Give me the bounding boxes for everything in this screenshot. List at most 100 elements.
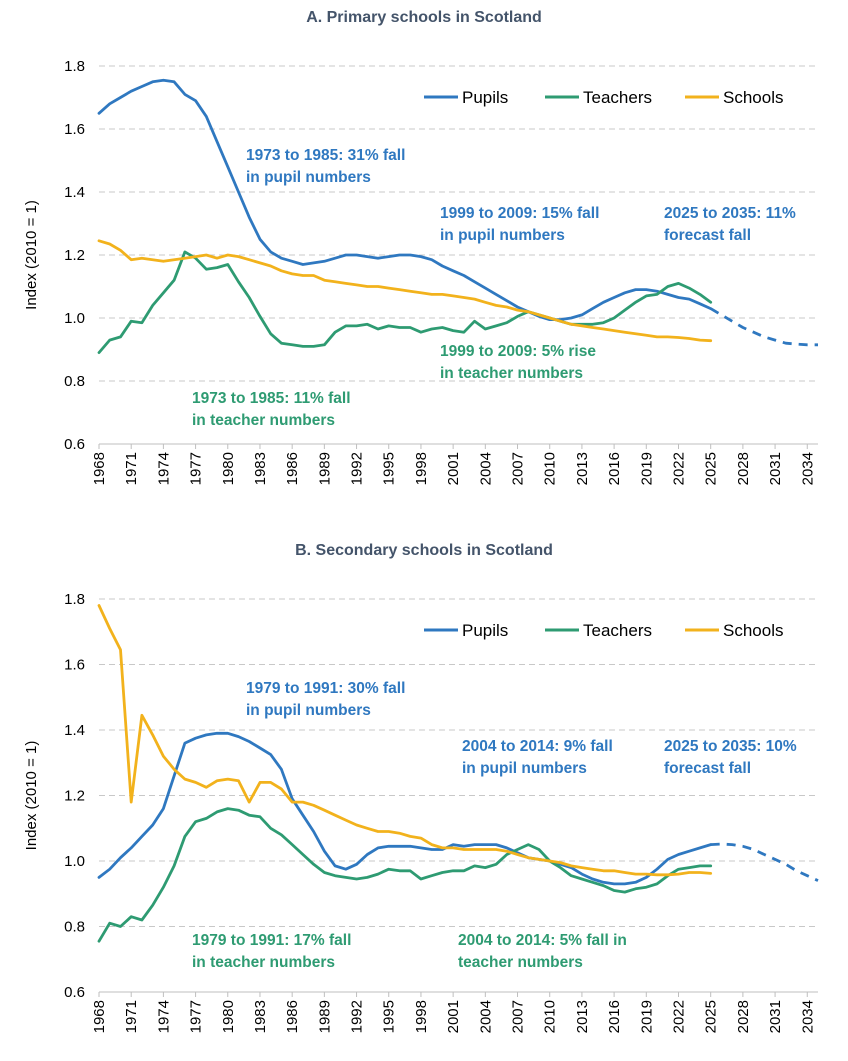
x-tick-label: 2028 xyxy=(735,1000,752,1033)
series-line-teachers xyxy=(97,250,713,355)
x-tick-label: 2022 xyxy=(670,452,687,485)
legend-label: Teachers xyxy=(583,88,652,107)
x-tick-label: 2034 xyxy=(799,1000,816,1033)
x-tick-label: 2031 xyxy=(767,452,784,485)
x-tick-label: 2016 xyxy=(606,1000,623,1033)
x-tick-label: 1986 xyxy=(284,1000,301,1033)
annotation-line: in teacher numbers xyxy=(192,412,335,429)
legend-label: Pupils xyxy=(462,621,508,640)
x-tick-label: 1974 xyxy=(155,452,172,485)
annotation: 1999 to 2009: 5% rise in teacher numbers xyxy=(440,343,596,382)
y-tick-label: 1.8 xyxy=(64,58,85,75)
annotation-line: in pupil numbers xyxy=(440,227,565,244)
annotation: 1979 to 1991: 30% fall in pupil numbers xyxy=(246,680,405,719)
x-tick-label: 1995 xyxy=(381,452,398,485)
x-tick-label: 2001 xyxy=(445,452,462,485)
legend-label: Pupils xyxy=(462,88,508,107)
x-tick-label: 2007 xyxy=(510,452,527,485)
series-line-teachers xyxy=(97,807,713,943)
series-line-pupils xyxy=(97,731,713,886)
annotation: 2025 to 2035: 11% forecast fall xyxy=(664,205,796,244)
series-line-schools xyxy=(97,239,713,343)
annotation: 1973 to 1985: 11% fall in teacher numbers xyxy=(192,390,351,429)
x-tick-label: 2001 xyxy=(445,1000,462,1033)
y-tick-label: 0.8 xyxy=(64,919,85,936)
annotation-line: 1973 to 1985: 11% fall xyxy=(192,390,351,407)
x-tick-label: 2019 xyxy=(638,1000,655,1033)
x-tick-label: 2004 xyxy=(477,452,494,485)
x-tick-label: 1992 xyxy=(349,1000,366,1033)
x-tick-label: 2031 xyxy=(767,1000,784,1033)
annotation-line: 2025 to 2035: 11% xyxy=(664,205,796,222)
annotation-line: 2004 to 2014: 5% fall in xyxy=(458,932,627,949)
x-tick-label: 1989 xyxy=(316,452,333,485)
x-tick-label: 1977 xyxy=(188,452,205,485)
y-tick-label: 0.8 xyxy=(64,373,85,390)
annotation-line: in pupil numbers xyxy=(246,169,371,186)
annotation: 1999 to 2009: 15% fall in pupil numbers xyxy=(440,205,599,244)
chart-title: B. Secondary schools in Scotland xyxy=(295,542,553,559)
x-tick-label: 2016 xyxy=(606,452,623,485)
x-tick-label: 1980 xyxy=(220,452,237,485)
x-tick-label: 1983 xyxy=(252,1000,269,1033)
series-line-pupils-forecast xyxy=(710,842,819,882)
annotation-line: in teacher numbers xyxy=(192,954,335,971)
x-tick-label: 1968 xyxy=(91,1000,108,1033)
x-tick-label: 1989 xyxy=(316,1000,333,1033)
y-tick-label: 1.6 xyxy=(64,121,85,138)
y-tick-label: 1.6 xyxy=(64,657,85,674)
y-tick-label: 1.4 xyxy=(64,722,85,739)
annotation-line: 1999 to 2009: 15% fall xyxy=(440,205,599,222)
x-tick-label: 2025 xyxy=(703,452,720,485)
annotation: 2025 to 2035: 10% forecast fall xyxy=(664,738,797,777)
chart-panel-secondary: B. Secondary schools in Scotland 0.6 0.8 1.… xyxy=(23,542,819,1033)
y-tick-label: 0.6 xyxy=(64,984,85,1001)
legend-label: Schools xyxy=(723,88,783,107)
x-tick-label: 2022 xyxy=(670,1000,687,1033)
annotation-line: in pupil numbers xyxy=(246,702,371,719)
x-tick-label: 1971 xyxy=(123,1000,140,1033)
x-tick-label: 1968 xyxy=(91,452,108,485)
x-tick-label: 1983 xyxy=(252,452,269,485)
x-tick-label: 1971 xyxy=(123,452,140,485)
x-tick-label: 2013 xyxy=(574,1000,591,1033)
x-tick-label: 2028 xyxy=(735,452,752,485)
legend-label: Teachers xyxy=(583,621,652,640)
y-axis-label: Index (2010 = 1) xyxy=(23,741,40,851)
x-tick-label: 1974 xyxy=(155,1000,172,1033)
annotation-line: 2025 to 2035: 10% xyxy=(664,738,797,755)
annotation-line: 1979 to 1991: 17% fall xyxy=(192,932,351,949)
annotation: 2004 to 2014: 9% fall in pupil numbers xyxy=(462,738,613,777)
annotation-line: forecast fall xyxy=(664,760,751,777)
y-tick-label: 1.2 xyxy=(64,788,85,805)
x-tick-label: 2013 xyxy=(574,452,591,485)
annotation-line: 1973 to 1985: 31% fall xyxy=(246,147,405,164)
x-tick-label: 2019 xyxy=(638,452,655,485)
annotation-line: 1999 to 2009: 5% rise xyxy=(440,343,596,360)
y-tick-label: 1.0 xyxy=(64,853,85,870)
x-tick-label: 2025 xyxy=(703,1000,720,1033)
series-line-schools xyxy=(97,604,713,877)
chart-title: A. Primary schools in Scotland xyxy=(306,9,542,26)
series-line-pupils xyxy=(97,78,713,322)
annotation-line: teacher numbers xyxy=(458,954,583,971)
annotation-line: 2004 to 2014: 9% fall xyxy=(462,738,613,755)
x-tick-label: 1998 xyxy=(413,452,430,485)
annotation: 2004 to 2014: 5% fall in teacher numbers xyxy=(458,932,627,971)
y-tick-label: 1.8 xyxy=(64,591,85,608)
x-tick-label: 2034 xyxy=(799,452,816,485)
y-tick-label: 0.6 xyxy=(64,436,85,453)
annotation: 1973 to 1985: 31% fall in pupil numbers xyxy=(246,147,405,186)
x-tick-label: 2010 xyxy=(542,452,559,485)
x-tick-label: 2004 xyxy=(477,1000,494,1033)
annotation-line: in teacher numbers xyxy=(440,365,583,382)
x-tick-label: 2007 xyxy=(510,1000,527,1033)
legend-label: Schools xyxy=(723,621,783,640)
x-tick-label: 1986 xyxy=(284,452,301,485)
x-tick-label: 1977 xyxy=(188,1000,205,1033)
x-tick-label: 1995 xyxy=(381,1000,398,1033)
y-tick-label: 1.2 xyxy=(64,247,85,264)
y-axis-label: Index (2010 = 1) xyxy=(23,200,40,310)
